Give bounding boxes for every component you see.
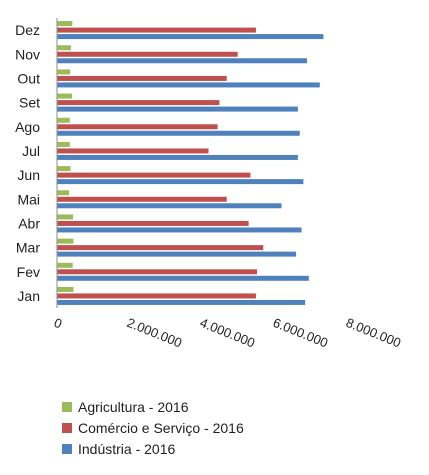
x-tick-label: 0 bbox=[52, 315, 64, 332]
bar-abr-series-1 bbox=[57, 214, 74, 220]
x-tick-label: 6.000.000 bbox=[271, 315, 330, 351]
bar-mai-series-2 bbox=[57, 196, 227, 202]
bar-mar-series-3 bbox=[57, 251, 297, 257]
legend-swatch bbox=[62, 443, 72, 454]
bar-abr-series-3 bbox=[57, 227, 302, 233]
bar-dez-series-1 bbox=[57, 21, 73, 27]
category-label-jun: Jun bbox=[17, 167, 40, 183]
category-label-fev: Fev bbox=[17, 264, 40, 280]
bar-set-series-3 bbox=[57, 106, 298, 112]
bar-jan-series-1 bbox=[57, 286, 74, 292]
x-tick-labels: 0 2.000.000 4.000.000 6.000.000 8.000.000 bbox=[52, 315, 403, 351]
legend-label: Indústria - 2016 bbox=[78, 440, 176, 457]
bar-nov-series-1 bbox=[57, 45, 71, 51]
bar-fev-series-3 bbox=[57, 275, 309, 281]
bar-set-series-2 bbox=[57, 100, 220, 106]
category-label-dez: Dez bbox=[15, 22, 40, 38]
bar-set-series-1 bbox=[57, 93, 72, 99]
bar-ago-series-1 bbox=[57, 117, 70, 123]
bar-jan-series-2 bbox=[57, 293, 256, 299]
bar-abr-series-2 bbox=[57, 220, 249, 226]
bar-nov-series-2 bbox=[57, 51, 238, 57]
bar-dez-series-2 bbox=[57, 27, 256, 33]
bar-mar-series-2 bbox=[57, 245, 264, 251]
bar-fev-series-1 bbox=[57, 262, 73, 268]
legend-item: Comércio e Serviço - 2016 bbox=[62, 417, 244, 438]
legend-label: Comércio e Serviço - 2016 bbox=[78, 419, 244, 436]
bar-jul-series-1 bbox=[57, 141, 70, 147]
category-label-mai: Mai bbox=[17, 191, 40, 207]
bar-mai-series-1 bbox=[57, 190, 70, 196]
bar-jun-series-3 bbox=[57, 179, 304, 185]
x-tick-label: 2.000.000 bbox=[125, 315, 184, 351]
bar-nov-series-3 bbox=[57, 58, 308, 64]
x-tick-label: 4.000.000 bbox=[198, 315, 257, 351]
bar-out-series-3 bbox=[57, 82, 320, 88]
bar-jun-series-2 bbox=[57, 172, 251, 178]
bar-mai-series-3 bbox=[57, 203, 282, 209]
bars bbox=[57, 21, 324, 305]
bar-jan-series-3 bbox=[57, 299, 306, 305]
bar-jul-series-2 bbox=[57, 148, 209, 154]
category-label-nov: Nov bbox=[15, 46, 40, 62]
legend: Agricultura - 2016 Comércio e Serviço - 2… bbox=[62, 396, 244, 459]
category-label-mar: Mar bbox=[16, 240, 40, 256]
bar-mar-series-1 bbox=[57, 238, 74, 244]
category-label-jul: Jul bbox=[22, 143, 40, 159]
bar-ago-series-2 bbox=[57, 124, 218, 130]
bar-fev-series-2 bbox=[57, 269, 258, 275]
category-label-set: Set bbox=[19, 95, 40, 111]
legend-swatch bbox=[62, 422, 72, 433]
bar-jun-series-1 bbox=[57, 166, 71, 172]
bar-chart: Jan Fev Mar Abr Mai Jun Jul Ago Set Out Nov Dez 0 2.… bbox=[15, 18, 403, 351]
legend-label: Agricultura - 2016 bbox=[78, 398, 189, 415]
bar-out-series-2 bbox=[57, 75, 227, 81]
category-labels: Jan Fev Mar Abr Mai Jun Jul Ago Set Out Nov Dez bbox=[15, 22, 40, 304]
legend-swatch bbox=[62, 401, 72, 412]
category-label-abr: Abr bbox=[18, 215, 40, 231]
bar-out-series-1 bbox=[57, 69, 71, 75]
bar-jul-series-3 bbox=[57, 154, 298, 160]
category-label-ago: Ago bbox=[15, 119, 40, 135]
x-tick-label: 8.000.000 bbox=[344, 315, 403, 351]
legend-item: Agricultura - 2016 bbox=[62, 396, 244, 417]
category-label-jan: Jan bbox=[17, 288, 40, 304]
bar-ago-series-3 bbox=[57, 130, 300, 136]
category-label-out: Out bbox=[17, 70, 40, 86]
legend-item: Indústria - 2016 bbox=[62, 438, 244, 459]
bar-dez-series-3 bbox=[57, 34, 324, 40]
